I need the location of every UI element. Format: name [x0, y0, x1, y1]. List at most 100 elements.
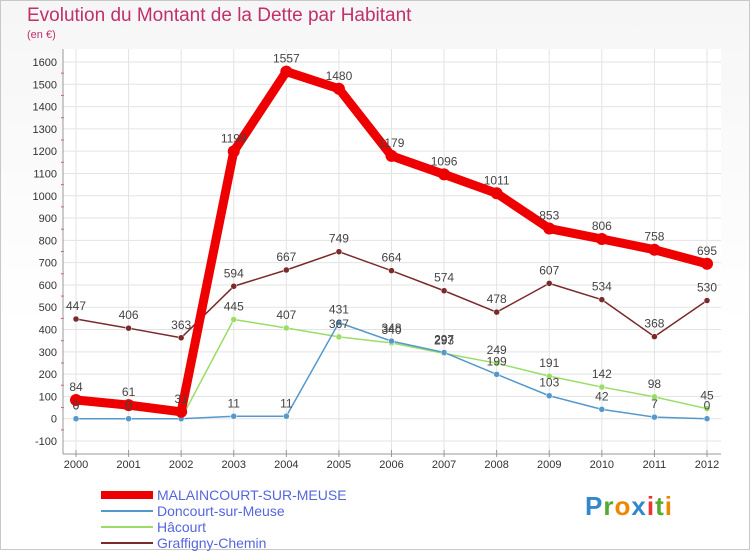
y-tick-label: 1500: [33, 79, 57, 91]
data-point: [438, 168, 451, 181]
data-label: 0: [73, 399, 80, 413]
data-label: 45: [700, 389, 714, 403]
data-point: [335, 319, 343, 326]
y-tick-label: 100: [39, 391, 57, 403]
data-point: [595, 233, 608, 246]
legend-item: Doncourt-sur-Meuse: [101, 503, 347, 519]
y-tick-label: 200: [39, 369, 57, 381]
data-label: 607: [539, 263, 559, 277]
data-label: 447: [66, 299, 86, 313]
data-label: 407: [276, 308, 296, 322]
data-point: [122, 399, 135, 412]
legend-item: Graffigny-Chemin: [101, 535, 347, 551]
data-point: [546, 280, 553, 287]
data-label: 84: [69, 380, 83, 394]
data-label: 367: [329, 317, 349, 331]
line-chart: -100010020030040050060070080090010001100…: [33, 49, 721, 471]
x-tick-label: 2001: [116, 459, 140, 471]
data-label: 98: [648, 377, 662, 391]
data-point: [280, 65, 293, 78]
data-point: [648, 243, 661, 256]
data-label: 293: [434, 333, 454, 347]
data-label: 0: [704, 399, 711, 413]
data-point: [598, 296, 606, 303]
data-point: [230, 413, 237, 420]
data-point: [335, 248, 343, 255]
data-label: 853: [539, 209, 559, 223]
legend-label: Hâcourt: [157, 519, 207, 535]
y-tick-label: 1100: [33, 168, 57, 180]
data-point: [227, 145, 240, 158]
legend-label: Doncourt-sur-Meuse: [157, 503, 285, 519]
data-label: 1011: [484, 173, 510, 187]
y-tick-label: 800: [39, 235, 57, 247]
y-tick-label: 400: [39, 325, 57, 337]
x-tick-label: 2000: [64, 459, 88, 471]
data-point: [72, 315, 80, 323]
data-label: 1096: [431, 154, 458, 168]
logo-letter: x: [631, 491, 647, 521]
data-point: [703, 297, 711, 304]
data-point: [175, 405, 188, 418]
legend-item: Hâcourt: [101, 519, 347, 535]
data-point: [230, 283, 237, 290]
data-point: [125, 324, 132, 332]
data-label: 199: [487, 354, 507, 368]
data-point: [388, 267, 395, 274]
data-label: 363: [171, 318, 191, 332]
data-point: [177, 334, 185, 342]
y-tick-label: 1300: [33, 124, 57, 136]
data-label: 103: [539, 376, 559, 390]
data-point: [70, 393, 82, 406]
y-tick-label: -100: [35, 436, 57, 448]
data-point: [335, 333, 343, 341]
data-point: [332, 82, 345, 95]
data-point: [283, 413, 290, 420]
legend-label: Graffigny-Chemin: [157, 535, 267, 551]
logo-letter: t: [655, 491, 665, 521]
x-tick-label: 2003: [222, 459, 246, 471]
data-label: 574: [434, 271, 454, 285]
series-graffigny-chemin: [72, 248, 711, 342]
data-point: [546, 392, 553, 399]
data-label: 431: [329, 303, 349, 317]
data-point: [701, 257, 713, 270]
data-point: [388, 337, 395, 345]
data-label: 249: [487, 343, 507, 357]
data-label: 42: [595, 389, 609, 403]
logo-letter: o: [614, 491, 632, 521]
data-point: [493, 308, 500, 316]
data-point: [543, 222, 556, 235]
data-label: 368: [644, 317, 664, 331]
data-label: 534: [592, 280, 612, 294]
data-label: 340: [381, 323, 401, 337]
data-point: [651, 393, 658, 401]
data-label: 1179: [379, 136, 405, 150]
data-point: [493, 371, 500, 378]
data-point: [493, 359, 500, 367]
x-tick-label: 2008: [484, 459, 508, 471]
data-label: 758: [644, 230, 664, 244]
data-label: 594: [224, 266, 244, 280]
logo-letter: i: [664, 491, 673, 521]
series-malaincourt-sur-meuse: [70, 65, 713, 418]
data-label: 806: [592, 219, 612, 233]
data-label: 1557: [273, 52, 300, 66]
data-label: 0: [73, 399, 80, 413]
data-label: 0: [125, 399, 132, 413]
data-point: [125, 415, 132, 422]
y-tick-label: 0: [51, 414, 57, 426]
data-label: 348: [381, 321, 401, 335]
data-point: [440, 349, 448, 356]
y-tick-label: 300: [39, 347, 57, 359]
legend-item: MALAINCOURT-SUR-MEUSE: [101, 487, 347, 503]
data-label: 11: [228, 396, 241, 410]
legend-swatch: [101, 542, 153, 544]
data-label: 61: [122, 385, 136, 399]
data-point: [598, 383, 606, 391]
data-point: [490, 187, 503, 200]
data-label: 0: [125, 399, 132, 413]
x-tick-label: 2007: [432, 459, 456, 471]
data-label: 297: [434, 332, 454, 346]
